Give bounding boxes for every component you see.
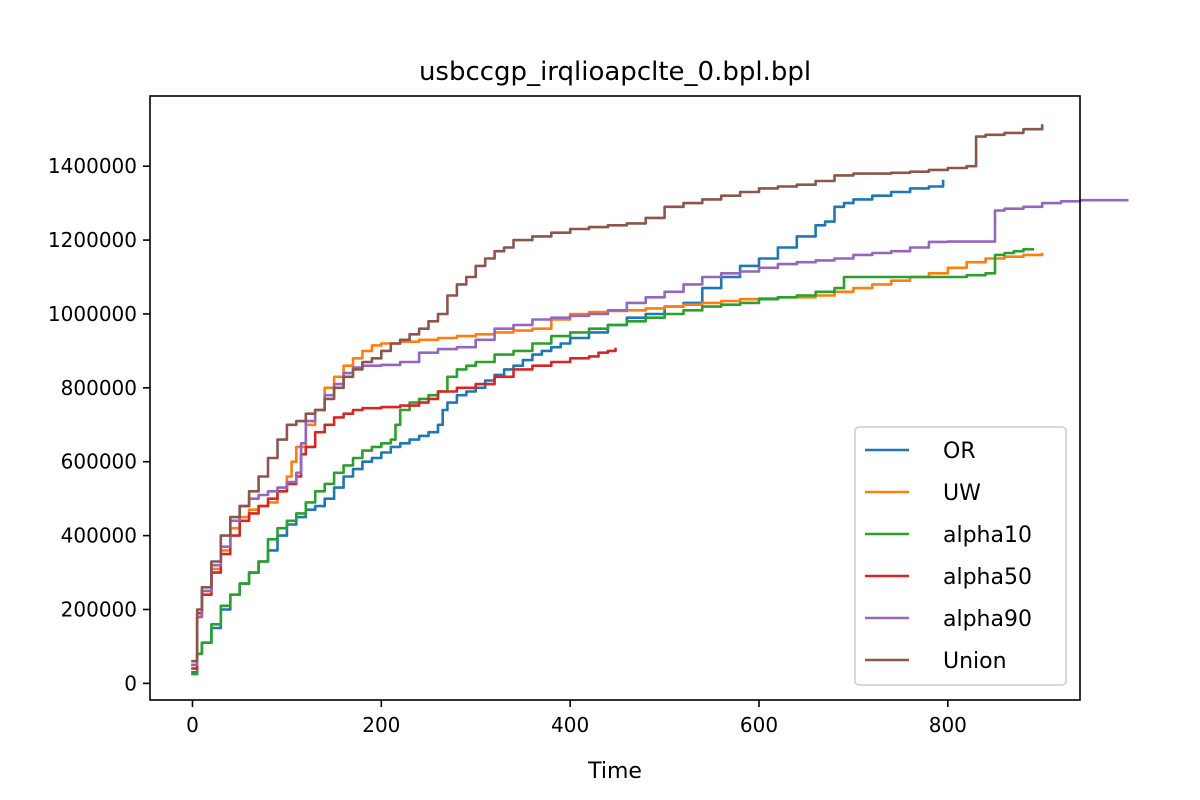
series-line-alpha90 (191, 198, 1129, 667)
x-tick-label: 800 (929, 713, 967, 737)
y-tick-label: 600000 (61, 450, 137, 474)
legend-label-alpha50: alpha50 (943, 565, 1032, 590)
legend-label-alpha90: alpha90 (943, 607, 1032, 632)
legend-label-uw: UW (943, 481, 981, 506)
legend-label-or: OR (943, 439, 976, 464)
x-tick-label: 400 (551, 713, 589, 737)
y-tick-label: 1400000 (48, 154, 137, 178)
y-tick-label: 200000 (61, 597, 137, 621)
x-tick-label: 0 (186, 713, 199, 737)
x-tick-label: 200 (362, 713, 400, 737)
series-line-union (191, 124, 1044, 663)
legend-label-alpha10: alpha10 (943, 523, 1032, 548)
y-tick-label: 400000 (61, 524, 137, 548)
legend-box (854, 426, 1067, 686)
y-tick-label: 1200000 (48, 228, 137, 252)
series-line-uw (191, 252, 1044, 667)
plot-frame (149, 95, 1081, 701)
y-tick-label: 1000000 (48, 302, 137, 326)
x-axis-title: Time (587, 759, 642, 784)
series-layer (191, 124, 1129, 676)
y-tick-label: 800000 (61, 376, 137, 400)
series-line-alpha10 (191, 248, 1035, 676)
x-tick-label: 600 (740, 713, 778, 737)
y-axis: 0 200000 400000 600000 800000 1000000 1200000 1… (48, 154, 150, 695)
chart-title: usbccgp_irqlioapclte_0.bpl.bpl (419, 57, 811, 87)
legend: OR UW alpha10 alpha50 alpha90 Union (854, 426, 1067, 686)
x-axis: 0 200 400 600 800 (186, 700, 967, 737)
legend-label-union: Union (943, 649, 1007, 674)
y-tick-label: 0 (124, 671, 137, 695)
